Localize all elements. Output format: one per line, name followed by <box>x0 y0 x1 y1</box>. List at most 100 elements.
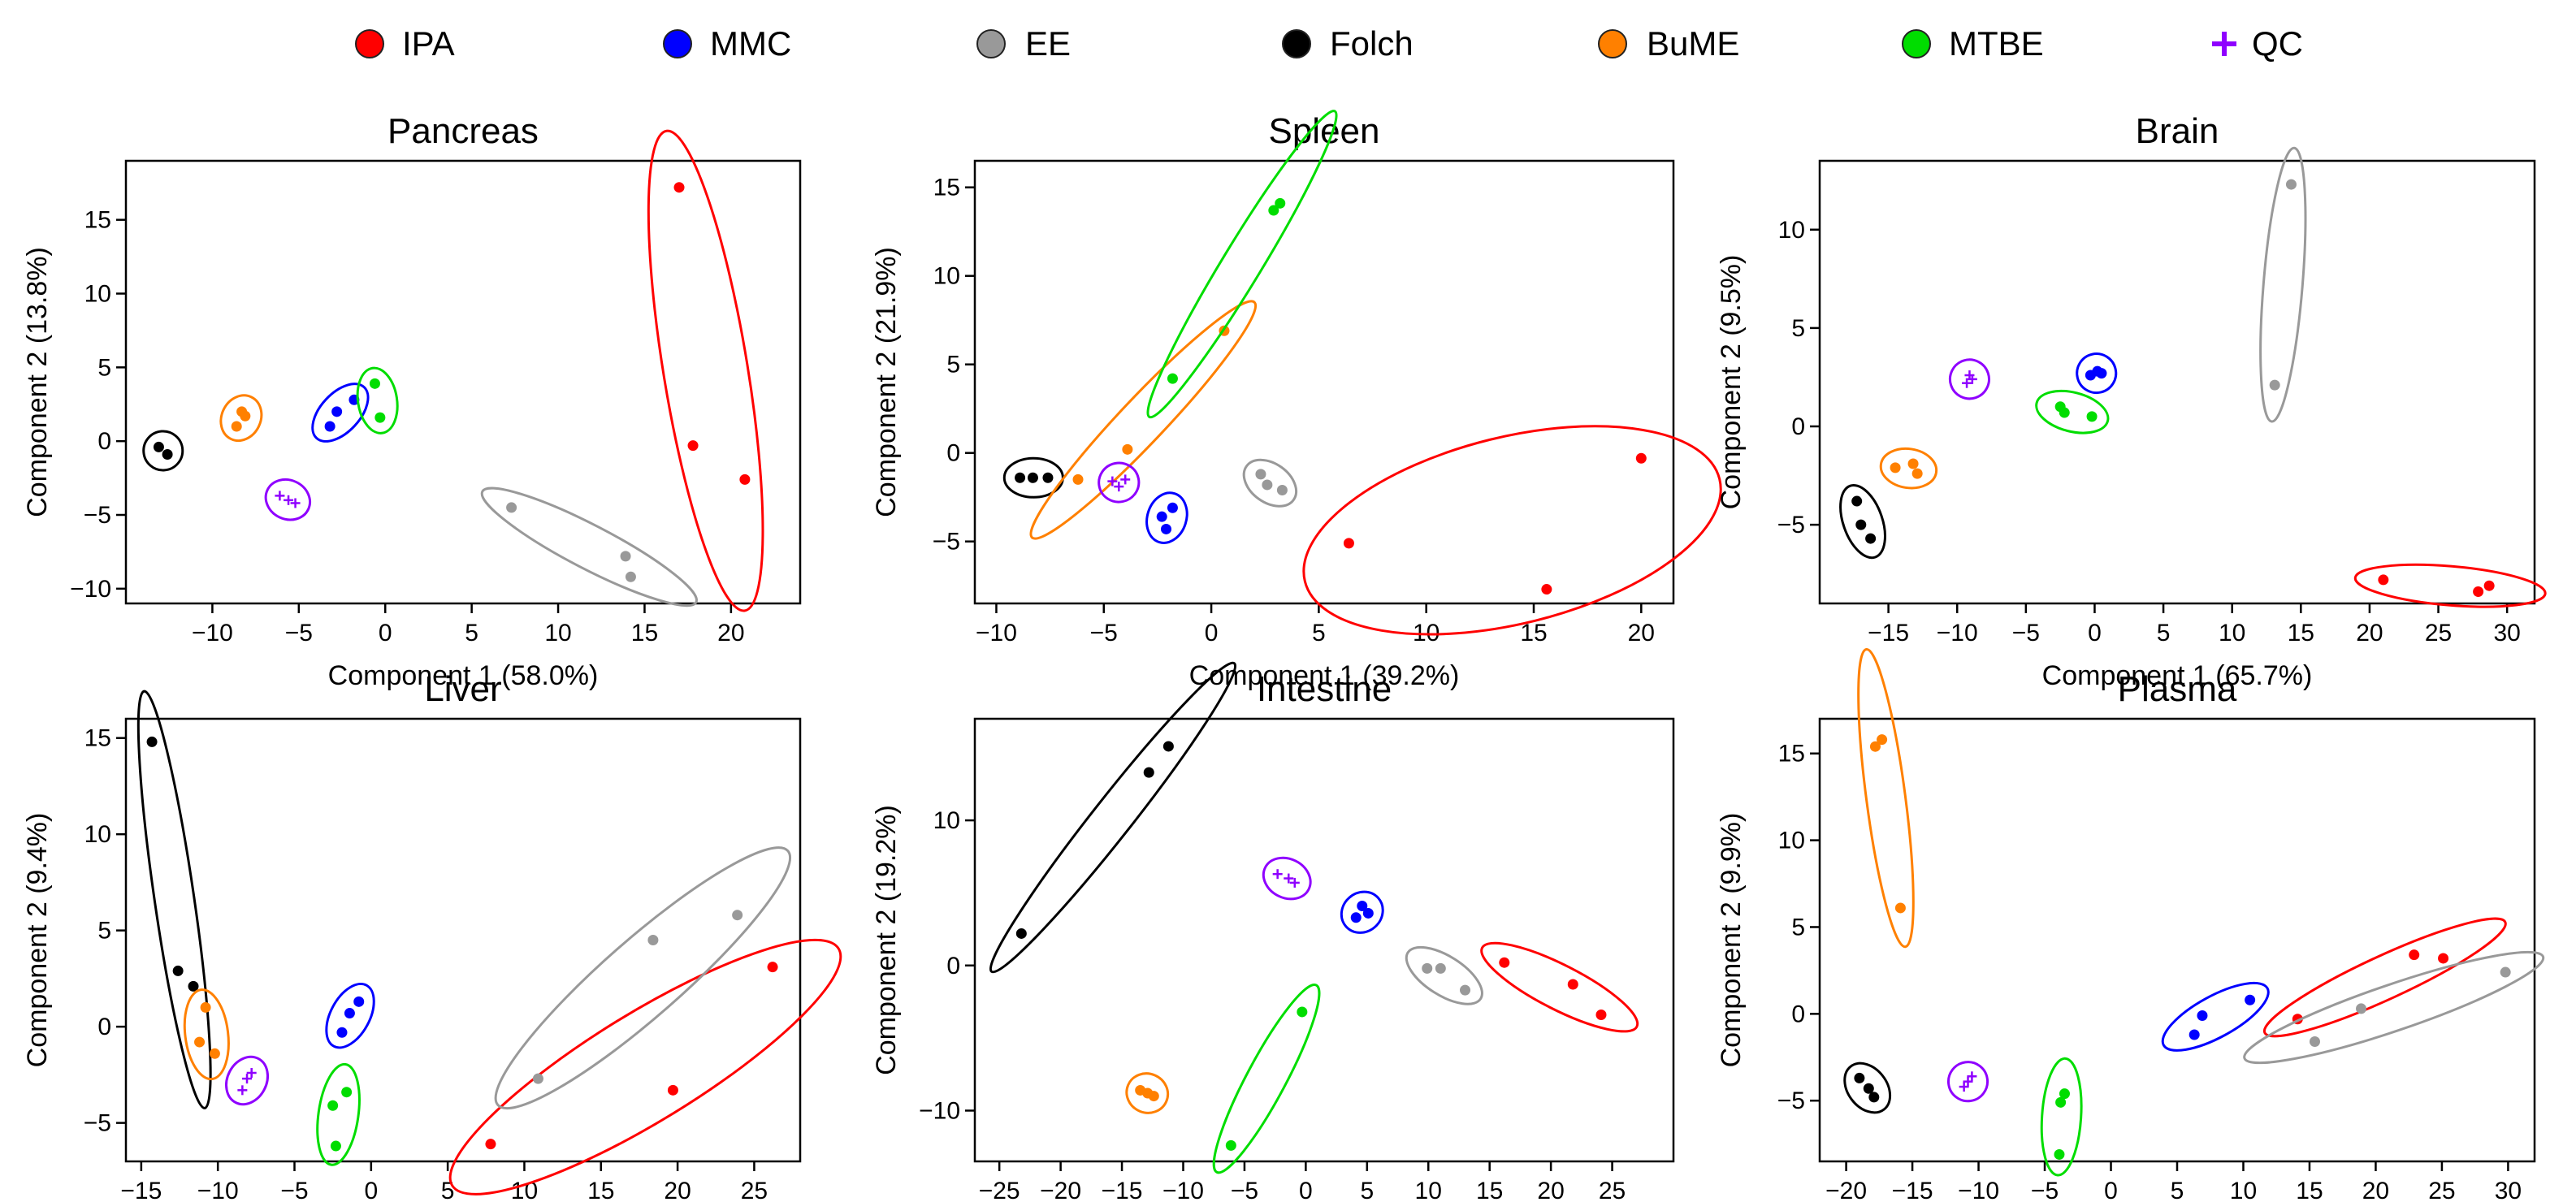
group-ellipse <box>2076 352 2118 395</box>
series-folch <box>136 690 212 1109</box>
legend-label-ee: EE <box>1025 24 1071 63</box>
data-point <box>2059 407 2070 418</box>
data-point <box>188 980 199 992</box>
chart-panel-liver: Liver−15 −10 −5 0 5 10 15 20 25−5051015Component… <box>22 669 842 1202</box>
legend-marker-mmc <box>663 29 692 58</box>
data-point <box>2438 953 2449 964</box>
x-tick-label: 20 <box>1537 1178 1564 1202</box>
x-tick-label: −10 <box>1162 1178 1204 1202</box>
x-tick-label: 5 <box>1360 1178 1374 1202</box>
x-tick-label: −25 <box>979 1178 1020 1202</box>
chart-title: Liver <box>424 669 501 709</box>
data-point-qc <box>1107 476 1118 486</box>
group-ellipse <box>494 846 792 1110</box>
data-point <box>162 449 173 460</box>
series-ee <box>494 846 792 1110</box>
data-point <box>1868 1092 1880 1103</box>
series-qc <box>1262 856 1312 901</box>
series-ipa <box>448 938 842 1196</box>
data-point <box>1072 473 1084 485</box>
y-tick-label: 10 <box>84 821 111 848</box>
series-ipa <box>1480 941 1639 1033</box>
group-ellipse <box>1212 983 1321 1174</box>
data-point <box>231 421 242 432</box>
x-tick-label: 15 <box>2288 620 2314 646</box>
data-point <box>1262 479 1273 491</box>
data-point <box>1122 443 1133 455</box>
data-point-qc <box>1967 374 1977 384</box>
y-tick-label: −10 <box>70 576 111 603</box>
data-point <box>667 1084 678 1096</box>
group-ellipse <box>480 486 698 607</box>
legend-item-mmc: MMC <box>663 24 791 63</box>
x-tick-label: 0 <box>1299 1178 1313 1202</box>
data-point <box>1297 1006 1308 1018</box>
plot-frame <box>1818 717 2536 1163</box>
chart-panel-pancreas: Pancreas −10 −5 0 5 10 15 20 −10 −5 0 5 10 15 Componen… <box>22 111 802 691</box>
data-point <box>1276 484 1288 495</box>
x-tick-label: 25 <box>1599 1178 1626 1202</box>
y-axis-label: Component 2 (13.8%) <box>22 247 53 517</box>
x-tick-label: 15 <box>2296 1178 2323 1202</box>
x-tick-label: 20 <box>2356 620 2383 646</box>
y-tick-label: −5 <box>1777 512 1805 538</box>
y-tick-label: 15 <box>84 207 111 234</box>
legend: IPA MMC EE Folch BuME MTBE QC <box>355 24 2303 63</box>
x-tick-label: 0 <box>379 620 392 646</box>
x-tick-label: 5 <box>441 1178 455 1202</box>
x-tick-label: 25 <box>2425 620 2452 646</box>
data-point <box>194 1036 206 1048</box>
y-tick-label: 15 <box>933 175 960 201</box>
group-ellipse <box>219 394 263 443</box>
data-point <box>620 551 631 562</box>
y-tick-label: 0 <box>1791 413 1805 440</box>
data-point <box>336 1027 348 1038</box>
y-axis-label: Component 2 (19.2%) <box>871 805 902 1075</box>
data-point <box>344 1008 355 1019</box>
data-point <box>2409 949 2420 961</box>
group-ellipse <box>356 366 399 435</box>
group-ellipse <box>2353 563 2547 608</box>
legend-marker-bume <box>1598 29 1627 58</box>
data-point <box>1255 469 1266 480</box>
series-qc <box>1948 358 1990 400</box>
data-point <box>1362 907 1374 919</box>
series-folch <box>1839 483 1886 560</box>
data-point <box>1595 1010 1607 1021</box>
x-tick-label: 10 <box>2219 620 2245 646</box>
x-tick-label: 5 <box>465 620 478 646</box>
series-qc <box>1098 461 1141 504</box>
y-tick-label: 5 <box>97 354 111 381</box>
legend-item-ee: EE <box>976 24 1071 63</box>
data-point <box>330 1140 341 1152</box>
chart-panel-brain: Brain −15 −10 −5 0 5 10 15 20 25 30 −5 0 5 10 Component… <box>1716 111 2547 691</box>
group-ellipse <box>989 661 1237 974</box>
y-axis-label: Component 2 (21.9%) <box>871 247 902 517</box>
data-point <box>2197 1010 2208 1021</box>
x-tick-label: −10 <box>192 620 233 646</box>
group-ellipse <box>136 690 212 1109</box>
x-tick-label: 15 <box>1476 1178 1503 1202</box>
data-point <box>739 473 751 485</box>
group-ellipse <box>1302 425 1722 636</box>
group-ellipse <box>264 478 311 521</box>
y-axis-label: Component 2 (9.9%) <box>1716 813 1747 1068</box>
data-point <box>2483 580 2495 591</box>
series-bume <box>1857 647 1915 949</box>
data-point <box>2054 1148 2065 1160</box>
data-point <box>2356 1003 2367 1014</box>
data-point <box>2378 574 2389 586</box>
x-tick-label: 20 <box>717 620 744 646</box>
plot-frame <box>973 159 1675 605</box>
data-point <box>1015 472 1026 483</box>
series-mmc <box>2076 352 2118 395</box>
x-tick-label: −15 <box>1892 1178 1933 1202</box>
x-tick-label: −5 <box>1231 1178 1258 1202</box>
group-ellipse <box>1340 890 1384 934</box>
series-ipa <box>1302 425 1722 636</box>
data-point <box>2309 1036 2320 1048</box>
y-tick-label: 5 <box>1791 914 1805 940</box>
x-tick-label: 20 <box>1628 620 1655 646</box>
series-ipa <box>2353 563 2547 608</box>
group-ellipse <box>1948 358 1990 400</box>
